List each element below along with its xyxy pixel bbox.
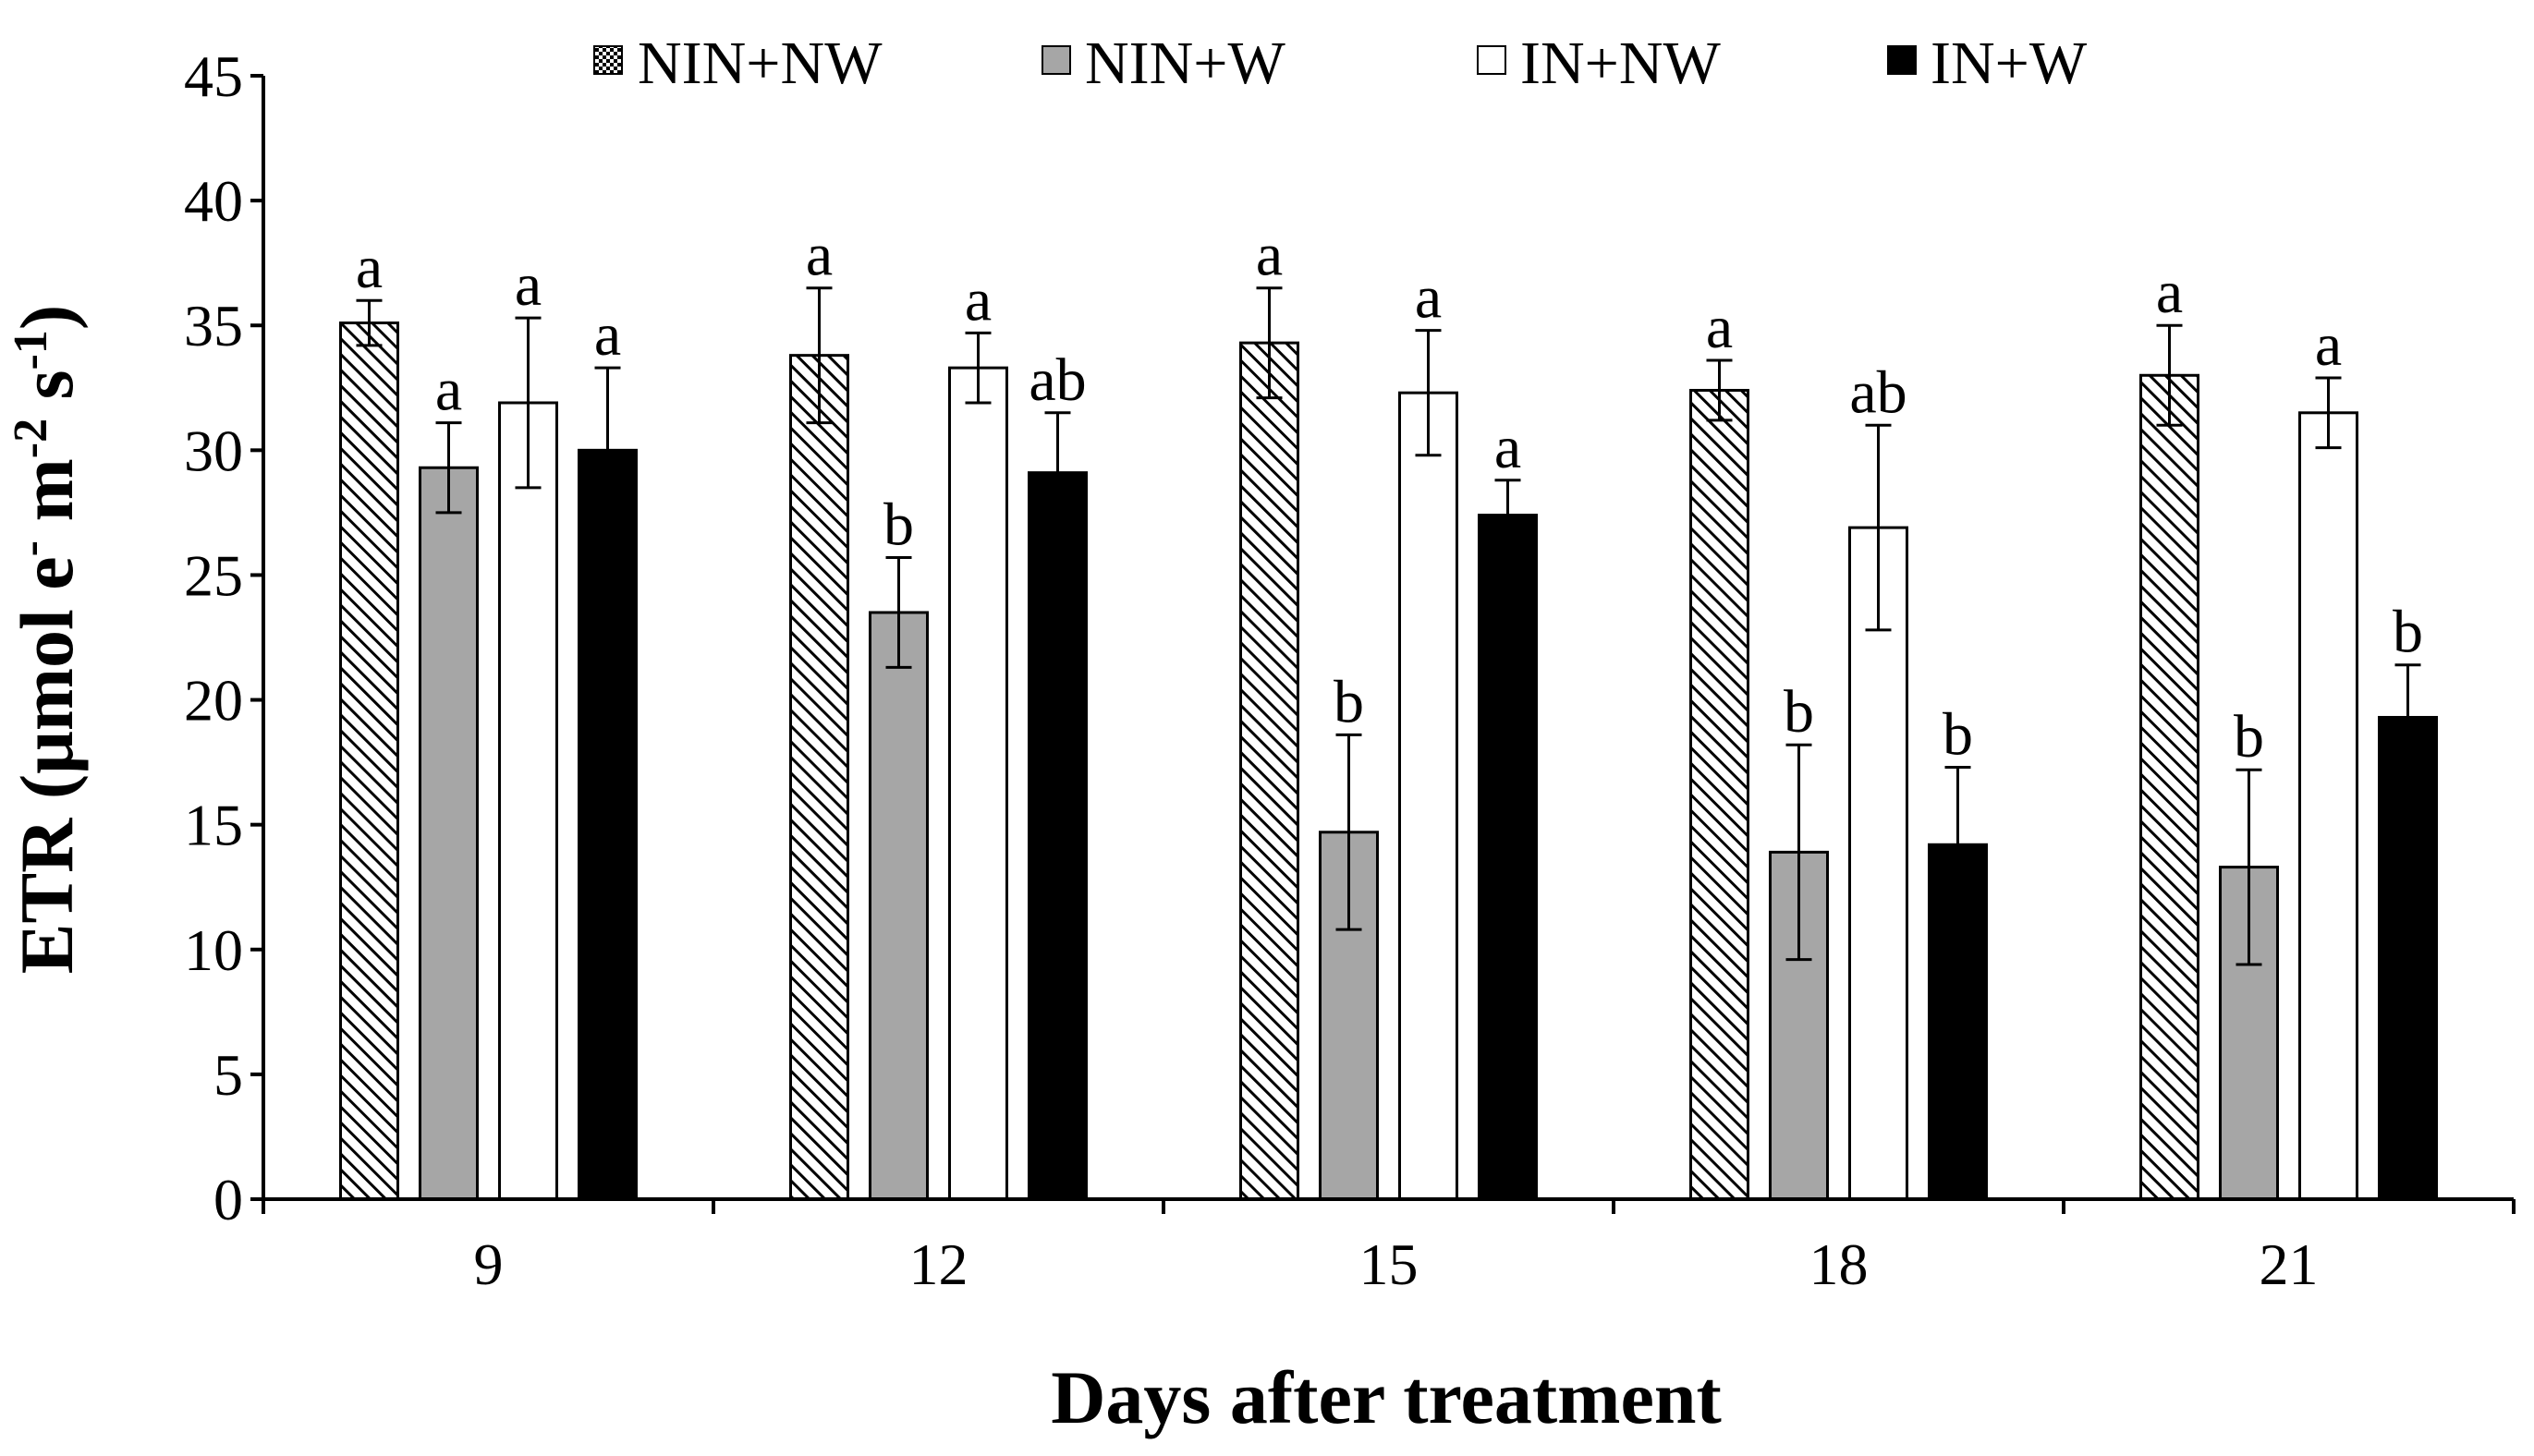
y-tick-label: 15 <box>184 793 243 858</box>
bar <box>1689 388 1749 1201</box>
x-category-label: 12 <box>909 1232 969 1297</box>
y-tick-label: 20 <box>184 668 243 734</box>
significance-label: a <box>1706 294 1733 361</box>
significance-label: a <box>1494 414 1521 481</box>
y-tick-label: 30 <box>184 418 243 483</box>
y-tick-label: 35 <box>184 293 243 358</box>
bar <box>1028 471 1088 1201</box>
y-tick-label: 25 <box>184 542 243 608</box>
significance-label: a <box>2156 259 2183 326</box>
significance-label: a <box>594 301 621 369</box>
legend: NIN+NW NIN+W IN+NW IN+W <box>593 30 2088 97</box>
bar <box>948 366 1008 1201</box>
significance-label: b <box>1334 668 1364 735</box>
legend-swatch-nin-nw <box>593 45 623 75</box>
significance-label: ab <box>1849 358 1907 426</box>
significance-label: a <box>806 222 833 289</box>
significance-label: b <box>1943 701 1973 769</box>
bar <box>419 466 479 1201</box>
bar <box>339 322 399 1201</box>
legend-label-in-w: IN+W <box>1931 30 2088 97</box>
x-category-label: 9 <box>474 1232 504 1297</box>
y-tick-label: 40 <box>184 168 243 234</box>
bar <box>869 611 929 1201</box>
bar <box>1848 526 1908 1201</box>
bar <box>1239 341 1299 1201</box>
bar <box>578 448 638 1201</box>
significance-label: a <box>435 357 462 424</box>
x-category-label: 18 <box>1809 1232 1869 1297</box>
bar <box>789 354 849 1201</box>
bar <box>1478 514 1538 1201</box>
bar <box>2298 411 2358 1201</box>
legend-swatch-nin-w <box>1042 45 1071 75</box>
y-tick-label: 0 <box>213 1167 243 1232</box>
y-tick-label: 10 <box>184 917 243 983</box>
x-axis-title: Days after treatment <box>1051 1355 1722 1439</box>
significance-label: ab <box>1029 346 1086 414</box>
x-category-label: 21 <box>2260 1232 2319 1297</box>
legend-label-nin-w: NIN+W <box>1085 30 1286 97</box>
significance-label: a <box>1256 222 1283 289</box>
x-category-label: 15 <box>1359 1232 1419 1297</box>
bar <box>2139 373 2199 1201</box>
significance-label: b <box>2393 599 2423 666</box>
significance-label: a <box>2315 311 2342 379</box>
significance-label: b <box>1784 678 1814 746</box>
significance-label: a <box>1415 264 1442 332</box>
y-tick-label: 45 <box>184 43 243 109</box>
significance-label: a <box>356 234 383 301</box>
legend-label-nin-nw: NIN+NW <box>638 30 883 97</box>
y-axis-title: ETR (μmol e- m-2 s-1) <box>5 305 90 974</box>
bar <box>2378 715 2438 1201</box>
significance-label: b <box>2234 703 2264 770</box>
legend-label-in-nw: IN+NW <box>1520 30 1722 97</box>
significance-label: a <box>515 251 542 319</box>
significance-label: b <box>883 491 914 559</box>
bar <box>1398 391 1458 1201</box>
legend-swatch-in-nw <box>1477 45 1506 75</box>
significance-label: a <box>965 266 992 334</box>
axes-layer: 0 5 10 15 20 25 30 35 40 45 9 12 15 18 21 <box>184 43 2516 1297</box>
bar <box>498 401 558 1201</box>
y-tick-label: 5 <box>213 1042 243 1108</box>
legend-swatch-in-w <box>1887 45 1917 75</box>
